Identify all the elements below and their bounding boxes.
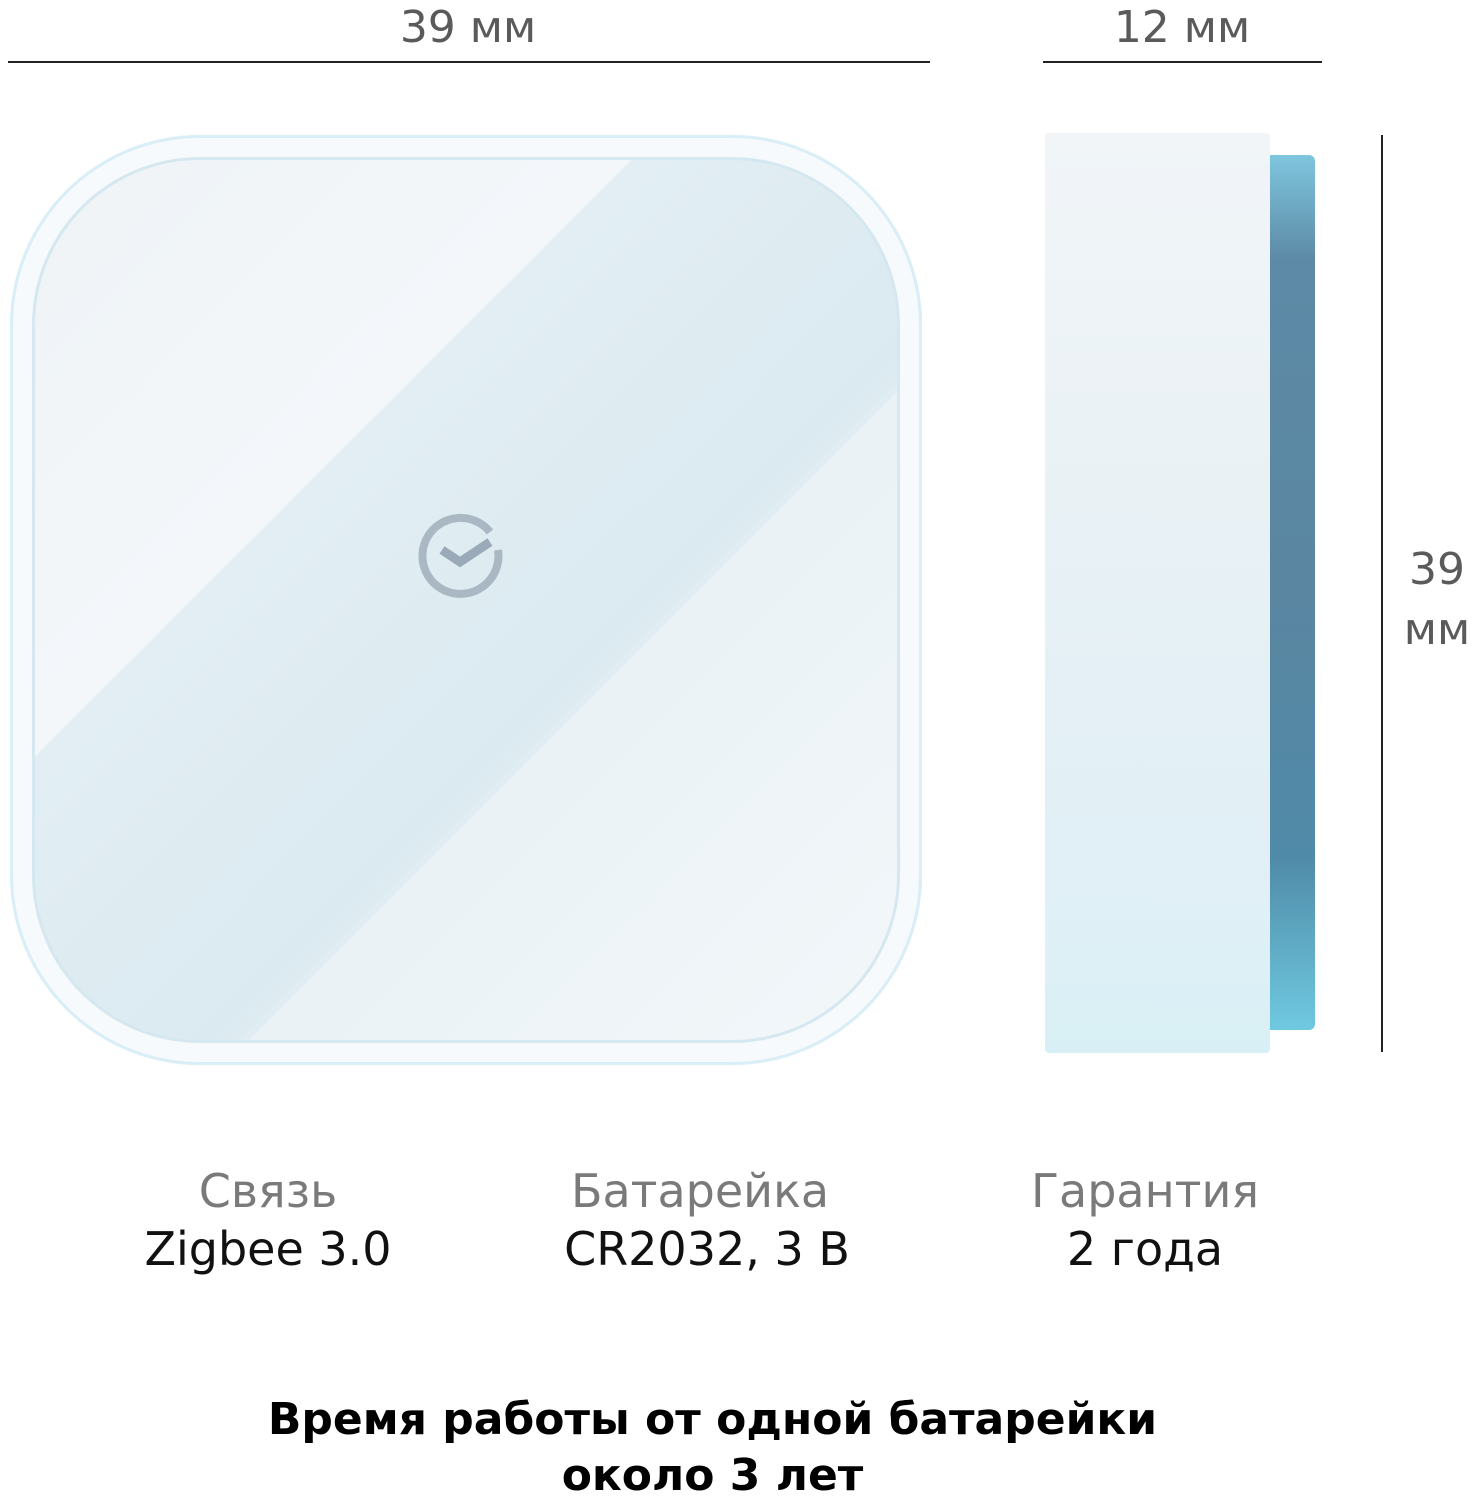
spec-label-battery: Батарейка xyxy=(570,1164,830,1218)
height-dimension-value: 39 xyxy=(1409,544,1465,595)
depth-dimension-label: 12 мм xyxy=(1113,2,1251,53)
spec-value-battery: CR2032, 3 В xyxy=(564,1222,850,1276)
height-dimension-line xyxy=(1381,135,1383,1052)
height-dimension-unit: мм xyxy=(1403,604,1471,655)
spec-value-connection: Zigbee 3.0 xyxy=(144,1222,392,1276)
spec-value-warranty: 2 года xyxy=(1066,1222,1224,1276)
device-front-view xyxy=(10,135,922,1065)
width-dimension-label: 39 мм xyxy=(399,2,537,53)
device-side-view xyxy=(1045,133,1270,1053)
width-dimension-line xyxy=(8,61,930,63)
sber-check-circle-icon xyxy=(418,513,503,598)
spec-label-connection: Связь xyxy=(198,1164,338,1218)
battery-life-line1: Время работы от одной батарейки xyxy=(267,1394,1158,1445)
spec-label-warranty: Гарантия xyxy=(1030,1164,1260,1218)
depth-dimension-line xyxy=(1043,61,1322,63)
battery-life-line2: около 3 лет xyxy=(561,1450,864,1501)
device-back-plate xyxy=(1268,155,1315,1030)
